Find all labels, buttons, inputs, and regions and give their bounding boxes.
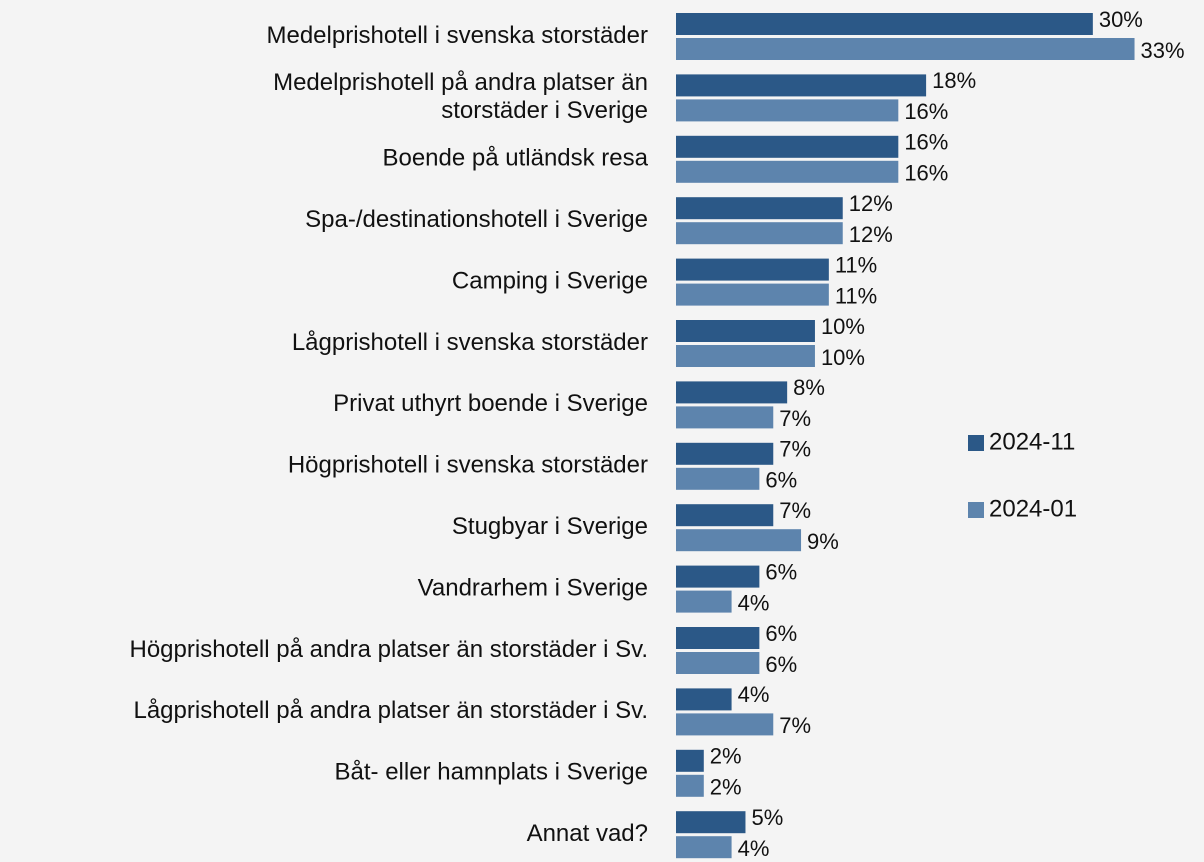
bar [676, 688, 732, 711]
value-label: 6% [765, 468, 797, 493]
bar [676, 258, 829, 281]
bar [676, 135, 899, 158]
value-label: 8% [793, 375, 825, 400]
bar [676, 381, 788, 404]
category-label: Lågprishotell på andra platser än storst… [133, 697, 648, 724]
bar [676, 504, 774, 527]
legend-swatch [968, 435, 984, 451]
category-label: Spa-/destinationshotell i Sverige [305, 206, 648, 233]
value-label: 5% [751, 805, 783, 830]
value-label: 6% [765, 559, 797, 584]
value-label: 12% [849, 191, 893, 216]
bar [676, 713, 774, 736]
bar [676, 197, 843, 220]
value-label: 11% [835, 252, 877, 277]
value-label: 4% [738, 836, 770, 861]
category-label: Högprishotell på andra platser än storst… [130, 636, 649, 663]
bar [676, 74, 927, 97]
value-label: 2% [710, 775, 742, 800]
bar [676, 749, 704, 772]
legend-label: 2024-01 [989, 495, 1077, 522]
legend-label: 2024-11 [989, 428, 1075, 455]
value-label: 7% [779, 437, 811, 462]
category-label: Camping i Sverige [452, 267, 648, 294]
value-label: 6% [765, 652, 797, 677]
bar [676, 774, 704, 797]
bar [676, 565, 760, 588]
bar [676, 467, 760, 490]
value-label: 30% [1099, 7, 1143, 32]
value-label: 9% [807, 529, 839, 554]
bar [676, 836, 732, 859]
bar [676, 590, 732, 613]
value-label: 7% [779, 498, 811, 523]
bar [676, 283, 829, 306]
bar [676, 529, 802, 552]
value-label: 10% [821, 314, 865, 339]
bar [676, 320, 815, 342]
category-label: Lågprishotell i svenska storstäder [292, 329, 648, 356]
value-label: 7% [779, 713, 811, 738]
category-label: Privat uthyrt boende i Sverige [333, 390, 648, 417]
value-label: 7% [779, 406, 811, 431]
category-label: Stugbyar i Sverige [452, 513, 648, 540]
value-label: 18% [932, 68, 976, 93]
value-label: 16% [904, 130, 948, 155]
bar [676, 811, 746, 834]
value-label: 12% [849, 222, 893, 247]
bar [676, 652, 760, 674]
bar [676, 222, 843, 245]
value-label: 16% [904, 99, 948, 124]
value-label: 4% [738, 682, 770, 707]
value-label: 16% [904, 161, 948, 186]
category-label: Båt- eller hamnplats i Sverige [335, 759, 648, 786]
value-label: 11% [835, 283, 877, 308]
value-label: 6% [765, 621, 797, 646]
category-label: Högprishotell i svenska storstäder [288, 452, 648, 479]
category-label: Vandrarhem i Sverige [418, 574, 648, 601]
value-label: 2% [710, 744, 742, 769]
bar [676, 406, 774, 429]
bar [676, 345, 815, 367]
category-label: Boende på utländsk resa [382, 145, 648, 172]
bar [676, 442, 774, 465]
category-label: Medelprishotell på andra platser än stors… [273, 69, 648, 124]
bar [676, 38, 1135, 60]
value-label: 10% [821, 345, 865, 370]
bar [676, 627, 760, 649]
value-label: 33% [1141, 38, 1185, 63]
legend-swatch [968, 502, 984, 518]
category-label: Annat vad? [527, 820, 648, 847]
bar [676, 13, 1093, 35]
bar [676, 99, 899, 122]
bar [676, 160, 899, 183]
category-label: Medelprishotell i svenska storstäder [266, 22, 648, 49]
value-label: 4% [738, 590, 770, 615]
